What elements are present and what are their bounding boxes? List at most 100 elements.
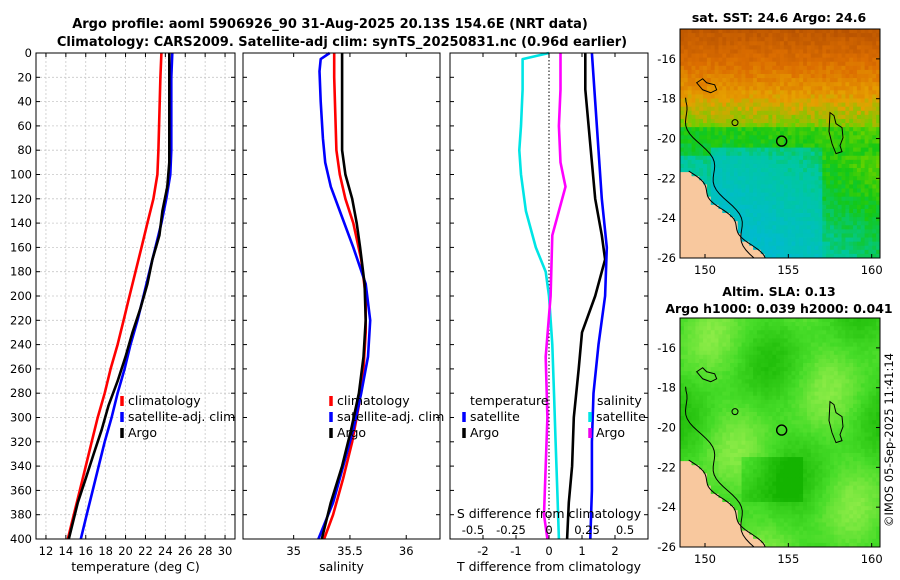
- map-cell: [841, 131, 846, 136]
- map-cell: [691, 147, 696, 153]
- map-cell: [753, 155, 758, 161]
- map-cell: [818, 45, 823, 50]
- map-cell: [722, 29, 727, 34]
- map-cell: [803, 334, 808, 339]
- map-cell: [876, 428, 881, 433]
- map-cell: [695, 204, 700, 210]
- map-cell: [795, 444, 800, 450]
- map-cell: [756, 436, 762, 442]
- map-cell: [749, 57, 754, 63]
- map-cell: [699, 163, 704, 169]
- map-cell: [864, 65, 869, 71]
- map-cell: [833, 131, 839, 136]
- map-cell: [787, 163, 792, 169]
- map-cell: [856, 184, 862, 189]
- map-cell: [830, 118, 835, 124]
- map-cell: [764, 196, 769, 202]
- map-cell: [764, 208, 769, 214]
- map-cell: [783, 57, 789, 63]
- map-cell: [710, 440, 716, 446]
- map-cell: [699, 217, 704, 222]
- map-cell: [718, 387, 723, 393]
- map-cell: [733, 424, 739, 429]
- map-cell: [860, 395, 866, 401]
- map-cell: [787, 49, 792, 54]
- map-cell: [791, 143, 796, 148]
- map-cell: [810, 41, 816, 46]
- map-cell: [810, 412, 816, 417]
- map-cell: [764, 379, 769, 384]
- map-cell: [756, 379, 762, 384]
- map-cell: [733, 403, 739, 409]
- map-cell: [760, 403, 766, 409]
- map-cell: [760, 163, 766, 169]
- map-cell: [749, 204, 754, 210]
- map-cell: [764, 403, 769, 409]
- map-cell: [806, 338, 812, 343]
- map-cell: [760, 61, 766, 67]
- map-cell: [810, 346, 816, 352]
- map-cell: [791, 172, 796, 177]
- map-cell: [737, 330, 742, 335]
- map-cell: [845, 155, 850, 161]
- map-cell: [706, 241, 712, 247]
- map-cell: [772, 436, 777, 442]
- map-cell: [864, 217, 869, 222]
- map-cell: [695, 318, 700, 323]
- map-cell: [837, 334, 842, 339]
- map-cell: [691, 399, 696, 405]
- map-cell: [849, 204, 854, 210]
- map-cell: [706, 118, 712, 124]
- map-cell: [710, 184, 716, 189]
- map-cell: [872, 354, 877, 360]
- map-cell: [706, 391, 712, 397]
- map-cell: [703, 362, 708, 368]
- map-cell: [799, 221, 804, 226]
- map-cell: [733, 379, 739, 384]
- map-cell: [749, 221, 754, 226]
- map-cell: [683, 45, 689, 50]
- map-cell: [868, 69, 873, 75]
- map-cell: [714, 249, 719, 255]
- map-cell: [780, 362, 785, 368]
- map-cell: [791, 29, 796, 34]
- map-cell: [856, 241, 862, 247]
- map-cell: [687, 338, 692, 343]
- map-cell: [841, 127, 846, 132]
- map-cell: [691, 326, 696, 331]
- map-cell: [803, 29, 808, 34]
- map-cell: [733, 86, 739, 91]
- map-cell: [814, 346, 819, 352]
- map-cell: [691, 330, 696, 335]
- map-cell: [680, 249, 685, 255]
- map-cell: [845, 208, 850, 214]
- map-cell: [787, 362, 792, 368]
- map-cell: [776, 452, 781, 458]
- map-cell: [730, 139, 735, 144]
- map-cell: [795, 57, 800, 63]
- map-cell: [718, 98, 723, 104]
- map-cell: [814, 94, 819, 99]
- map-cell: [683, 420, 689, 425]
- map-cell: [837, 139, 842, 144]
- map-cell: [764, 338, 769, 343]
- map-cell: [687, 33, 692, 38]
- map-cell: [741, 78, 746, 83]
- map-cell: [860, 367, 866, 372]
- map-cell: [718, 424, 723, 429]
- map-cell: [876, 192, 881, 198]
- map-cell: [745, 123, 750, 128]
- map-cell: [706, 233, 712, 238]
- map-cell: [710, 399, 716, 405]
- map-cell: [745, 428, 750, 433]
- map-cell: [787, 41, 792, 46]
- map-cell: [876, 358, 881, 364]
- map-cell: [730, 159, 735, 165]
- map-cell: [691, 33, 696, 38]
- map-cell: [783, 383, 789, 388]
- map-cell: [680, 143, 685, 148]
- map-cell: [826, 168, 831, 173]
- map-cell: [787, 188, 792, 193]
- map-cell: [826, 391, 831, 397]
- map-cell: [818, 78, 823, 83]
